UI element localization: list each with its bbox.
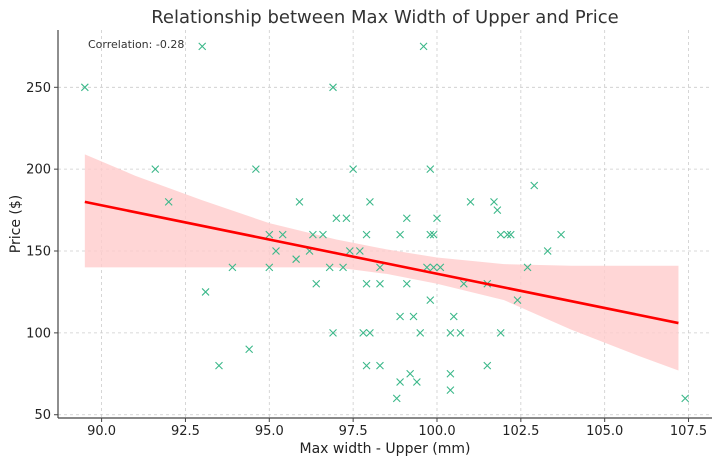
data-point xyxy=(151,165,160,174)
data-point xyxy=(345,247,354,255)
x-tick-label: 105.0 xyxy=(586,424,623,439)
data-point xyxy=(402,214,411,223)
data-point xyxy=(362,230,371,239)
data-point xyxy=(459,279,468,288)
data-point xyxy=(496,328,505,337)
data-point xyxy=(429,230,438,239)
data-point xyxy=(456,328,465,337)
regression-line xyxy=(84,200,679,325)
data-point xyxy=(349,165,358,174)
data-point xyxy=(362,361,371,370)
data-point xyxy=(215,361,223,370)
data-point xyxy=(228,263,237,272)
x-tick-label: 90.0 xyxy=(87,424,116,439)
data-point xyxy=(376,361,384,370)
x-axis-label: Max width - Upper (mm) xyxy=(300,441,471,457)
data-point xyxy=(493,206,502,214)
data-point xyxy=(426,296,435,305)
y-tick-label: 100 xyxy=(26,326,51,341)
data-point xyxy=(436,263,445,272)
data-point xyxy=(295,198,304,206)
data-point xyxy=(426,230,435,239)
data-points xyxy=(80,42,690,403)
y-axis-ticks: 50 100 150 200 250 xyxy=(26,81,58,423)
data-point xyxy=(366,328,374,337)
data-point xyxy=(392,394,401,403)
y-tick-label: 200 xyxy=(26,163,51,178)
chart-title: Relationship between Max Width of Upper … xyxy=(151,7,619,28)
data-point xyxy=(419,42,428,51)
y-axis-label: Price ($) xyxy=(8,195,24,253)
x-tick-label: 97.5 xyxy=(339,424,368,439)
data-point xyxy=(503,230,512,239)
data-point xyxy=(409,312,418,321)
data-point xyxy=(245,345,254,354)
data-point xyxy=(309,230,317,239)
data-point xyxy=(543,247,552,255)
data-point xyxy=(396,312,404,321)
data-point xyxy=(332,214,341,223)
data-point xyxy=(513,296,522,305)
data-point xyxy=(446,328,455,337)
data-point xyxy=(325,263,334,272)
data-point xyxy=(402,279,411,288)
data-point xyxy=(329,83,337,92)
x-axis-ticks: 90.0 92.5 95.0 97.5 100.0 102.5 105.0 107.5 xyxy=(87,418,707,439)
data-point xyxy=(530,181,539,190)
data-point xyxy=(449,312,458,321)
data-point xyxy=(355,247,364,255)
data-point xyxy=(251,165,260,174)
x-tick-label: 100.0 xyxy=(418,424,455,439)
y-tick-label: 150 xyxy=(26,245,51,260)
data-point xyxy=(265,230,274,239)
data-point xyxy=(496,230,505,239)
x-tick-label: 95.0 xyxy=(255,424,284,439)
data-point xyxy=(429,263,438,272)
y-tick-label: 50 xyxy=(34,408,51,423)
y-tick-label: 250 xyxy=(26,81,51,96)
data-point xyxy=(339,263,347,272)
x-tick-label: 107.5 xyxy=(670,424,707,439)
data-point xyxy=(483,361,492,370)
data-point xyxy=(466,198,475,206)
data-point xyxy=(265,263,274,272)
data-point xyxy=(406,369,415,378)
data-point xyxy=(272,247,280,255)
data-point xyxy=(292,255,301,264)
data-point xyxy=(376,279,384,288)
correlation-annotation: Correlation: -0.28 xyxy=(88,38,184,51)
data-point xyxy=(506,230,515,239)
data-point xyxy=(396,378,404,386)
data-point xyxy=(416,328,425,337)
data-point xyxy=(423,263,431,272)
data-point xyxy=(312,279,321,288)
data-point xyxy=(342,214,351,223)
data-point xyxy=(681,394,690,403)
data-point xyxy=(359,328,368,337)
x-tick-label: 102.5 xyxy=(502,424,539,439)
data-point xyxy=(366,198,374,206)
data-point xyxy=(490,198,498,206)
data-point xyxy=(376,263,384,272)
data-point xyxy=(426,165,435,174)
data-point xyxy=(201,288,210,296)
data-point xyxy=(198,42,207,51)
data-point xyxy=(362,279,371,288)
data-point xyxy=(523,263,532,272)
data-point xyxy=(319,230,327,239)
data-point xyxy=(433,214,441,223)
data-point xyxy=(80,83,89,92)
data-point xyxy=(412,378,421,386)
data-point xyxy=(164,198,173,206)
data-point xyxy=(446,386,455,395)
data-point xyxy=(557,230,565,239)
data-point xyxy=(446,369,455,378)
data-point xyxy=(329,328,337,337)
data-point xyxy=(278,230,287,239)
data-point xyxy=(396,230,404,239)
x-tick-label: 92.5 xyxy=(171,424,200,439)
